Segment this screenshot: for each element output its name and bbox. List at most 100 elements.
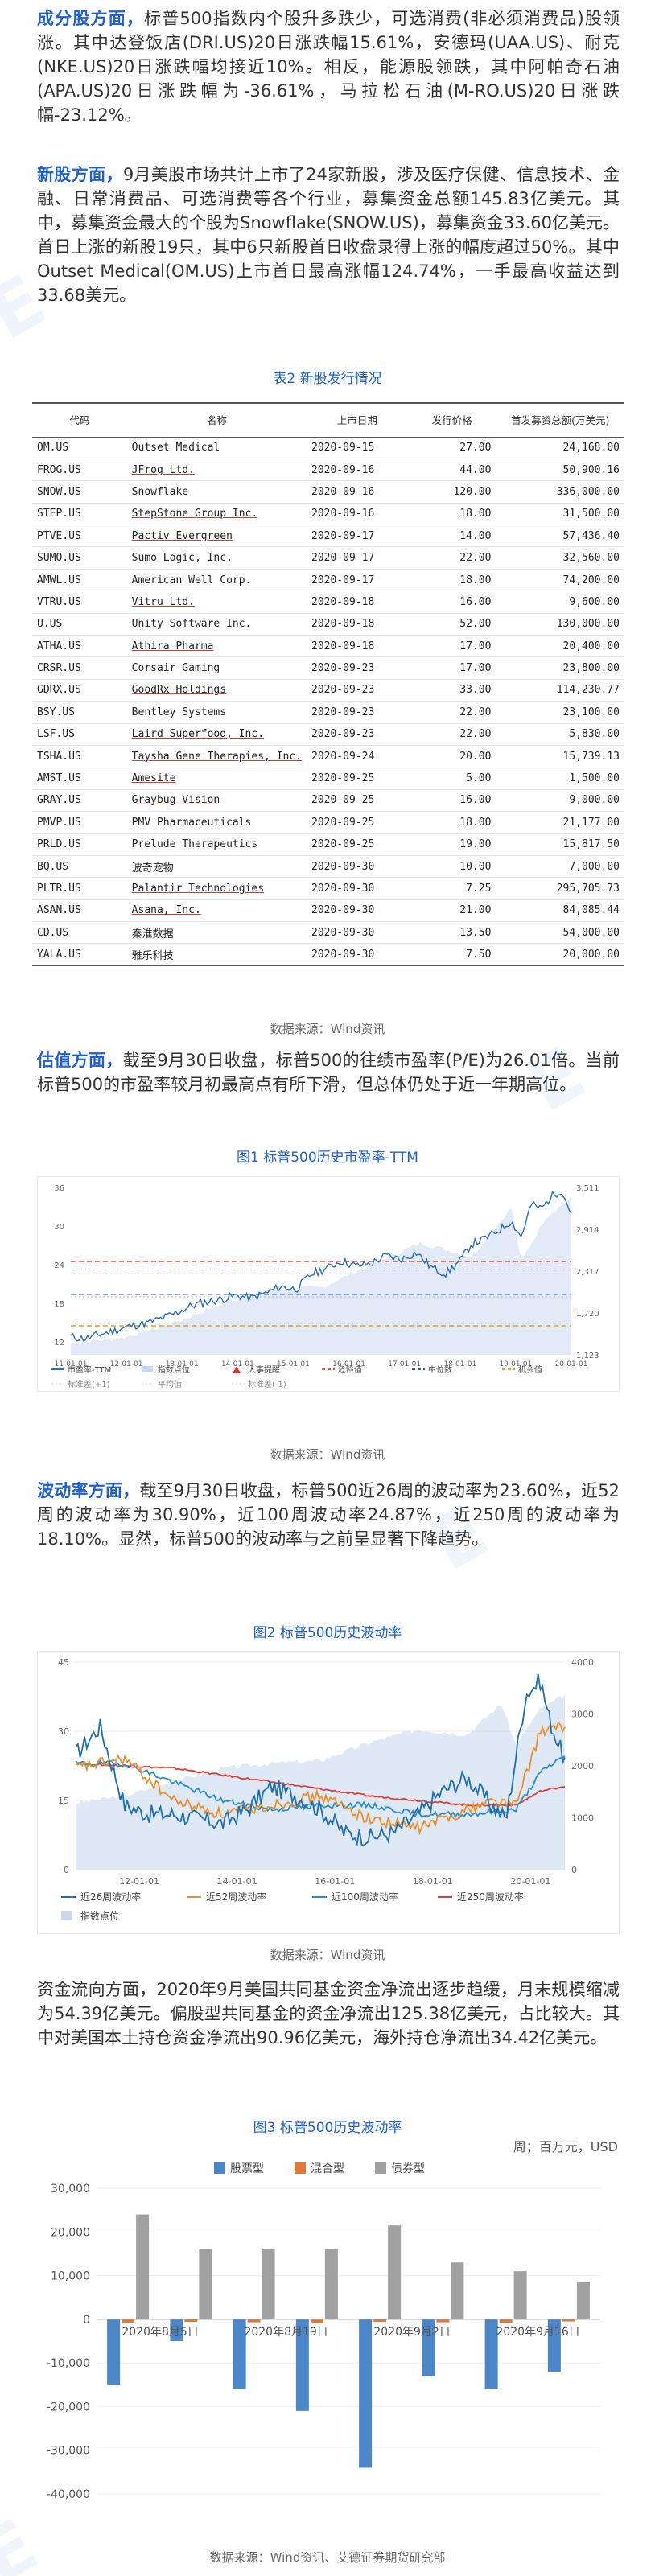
table-cell: 2020-09-17 — [307, 525, 408, 548]
mixed-fund-bar — [310, 2319, 323, 2323]
y-tick-label: -40,000 — [47, 2488, 90, 2501]
legend-label: 近52周波动率 — [206, 1891, 266, 1903]
legend-label: 债券型 — [391, 2162, 425, 2175]
table-cell: PMV Pharmaceuticals — [126, 811, 307, 834]
table-cell: 1,500.00 — [496, 767, 624, 790]
x-tick-label: 2020年8月19日 — [244, 2326, 328, 2339]
table-cell: OM.US — [32, 437, 127, 459]
x-tick-label: 12-01-01 — [119, 1876, 159, 1887]
legend-label: 混合型 — [311, 2162, 344, 2175]
table-cell: GoodRx Holdings — [126, 679, 307, 702]
legend-marker — [233, 1366, 241, 1373]
table-cell: SNOW.US — [32, 480, 127, 504]
figure1-title: 图1 标普500历史市盈率-TTM — [237, 1150, 418, 1166]
table-cell: GDRX.US — [32, 679, 127, 702]
pe-ttm-line — [70, 1190, 572, 1342]
x-tick-label: 2020年8月5日 — [122, 2326, 198, 2339]
legend-label: 股票型 — [230, 2162, 264, 2175]
table-cell: 2020-09-17 — [307, 569, 408, 592]
legend-label: 大事提醒 — [248, 1364, 280, 1375]
table-cell: SUMO.US — [32, 546, 127, 570]
table-cell: 16.00 — [407, 591, 496, 614]
vol-52w-line — [75, 1721, 566, 1836]
table-row: OM.US Outset Medical 2020-09-15 27.00 24,168… — [32, 437, 624, 459]
legend-label: 近100周波动率 — [332, 1891, 398, 1903]
table-cell: GRAY.US — [32, 789, 127, 813]
legend-label: 指数点位 — [158, 1364, 190, 1375]
table-cell: 2020-09-23 — [307, 679, 408, 702]
table-cell: 2020-09-24 — [307, 745, 408, 768]
column-header: 首发募资总额(万美元) — [496, 402, 624, 438]
table-cell: 33.00 — [407, 679, 496, 702]
table-row: YALA.US 雅乐科技 2020-09-30 7.50 20,000.00 — [32, 943, 624, 967]
paragraph-body: 截至9月30日收盘，标普500的往绩市盈率(P/E)为26.01倍。当前标普50… — [37, 1051, 620, 1094]
table-row: BQ.US 波奇宠物 2020-09-30 10.00 7,000.00 — [32, 855, 624, 879]
table-cell: Graybug Vision — [126, 789, 307, 813]
fund-flow-chart: 30,000 20,000 10,000 0 -10,000 -20,000 -30,000… — [37, 2156, 620, 2534]
table-row: PRLD.US Prelude Therapeutics 2020-09-25 19.… — [32, 833, 624, 856]
y-left-tick-label: 12 — [54, 1339, 64, 1348]
table-cell: 20,400.00 — [496, 635, 624, 658]
table-cell: Outset Medical — [126, 437, 307, 459]
mixed-fund-bar — [436, 2319, 450, 2323]
table-cell: 114,230.77 — [496, 679, 624, 702]
mixed-fund-bar — [499, 2319, 513, 2323]
table-cell: 5,830.00 — [496, 723, 624, 746]
table-cell: 44.00 — [407, 459, 496, 482]
table-cell: 2020-09-30 — [307, 877, 408, 900]
table-cell: 16.00 — [407, 789, 496, 813]
y-tick-label: 10,000 — [51, 2270, 90, 2283]
table-cell: 22.00 — [407, 723, 496, 746]
legend-marker — [214, 2162, 225, 2174]
table-row: LSF.US Laird Superfood, Inc. 2020-09-23 22.… — [32, 723, 624, 746]
y-left-tick-label: 24 — [54, 1261, 64, 1270]
table-cell: PTVE.US — [32, 525, 127, 548]
legend-marker — [295, 2162, 306, 2174]
table-header-row: 代码 名称 上市日期 发行价格 首发募资总额(万美元) — [32, 402, 624, 438]
paragraph-lead: 成分股方面， — [37, 9, 145, 28]
table-row: VTRU.US Vitru Ltd. 2020-09-18 16.00 9,600.00 — [32, 591, 624, 614]
mixed-fund-bar — [247, 2319, 261, 2323]
table-source: 数据来源：Wind资讯 — [270, 1022, 385, 1036]
figure3-source: 数据来源：Wind资讯、艾德证券期货研究部 — [209, 2550, 446, 2565]
table-cell: JFrog Ltd. — [126, 459, 307, 482]
table-cell: 130,000.00 — [496, 613, 624, 636]
table-cell: 5.00 — [407, 767, 496, 790]
table-cell: 7,000.00 — [496, 855, 624, 879]
table-row: GRAY.US Graybug Vision 2020-09-25 16.00 9,00… — [32, 789, 624, 813]
table-cell: Bentley Systems — [126, 701, 307, 724]
table-cell: 20.00 — [407, 745, 496, 768]
table-row: ASAN.US Asana, Inc. 2020-09-30 21.00 84,085.… — [32, 899, 624, 923]
legend-label: 平均值 — [158, 1379, 182, 1389]
table-cell: ASAN.US — [32, 899, 127, 923]
table-cell: 18.00 — [407, 569, 496, 592]
table-cell: VTRU.US — [32, 591, 127, 614]
y-left-tick-label: 30 — [54, 1223, 64, 1232]
table-cell: 波奇宠物 — [126, 855, 307, 879]
table-cell: 57,436.40 — [496, 525, 624, 548]
stock-fund-bar — [233, 2319, 246, 2389]
table-cell: 32,560.00 — [496, 546, 624, 570]
table-cell: LSF.US — [32, 723, 127, 746]
table-cell: 20,000.00 — [496, 943, 624, 967]
x-tick-label: 2020年9月2日 — [373, 2326, 450, 2339]
table-cell: Amesite — [126, 767, 307, 790]
x-tick-label: 12-01-01 — [110, 1360, 143, 1368]
bond-fund-bar — [199, 2249, 212, 2319]
y-tick-label: -20,000 — [47, 2401, 90, 2413]
table-cell: Corsair Gaming — [126, 656, 307, 680]
table-cell: 2020-09-23 — [307, 656, 408, 680]
table-cell: Laird Superfood, Inc. — [126, 723, 307, 746]
paragraph-fund-flow: 资金流向方面，2020年9月美国共同基金资金净流出逐步趋缓，月末规模缩减为54.… — [37, 1977, 620, 2050]
table-cell: 15,739.13 — [496, 745, 624, 768]
y-right-tick-label: 2,914 — [576, 1226, 599, 1235]
x-tick-label: 18-01-01 — [443, 1360, 476, 1368]
table-cell: 2020-09-25 — [307, 789, 408, 813]
table-cell: Vitru Ltd. — [126, 591, 307, 614]
table-cell: 10.00 — [407, 855, 496, 879]
x-tick-label: 20-01-01 — [555, 1360, 588, 1368]
table-title: 表2 新股发行情况 — [273, 371, 382, 387]
table-row: CD.US 秦淮数据 2020-09-30 13.50 54,000.00 — [32, 921, 624, 944]
table-cell: Prelude Therapeutics — [126, 833, 307, 856]
table-cell: 295,705.73 — [496, 877, 624, 900]
